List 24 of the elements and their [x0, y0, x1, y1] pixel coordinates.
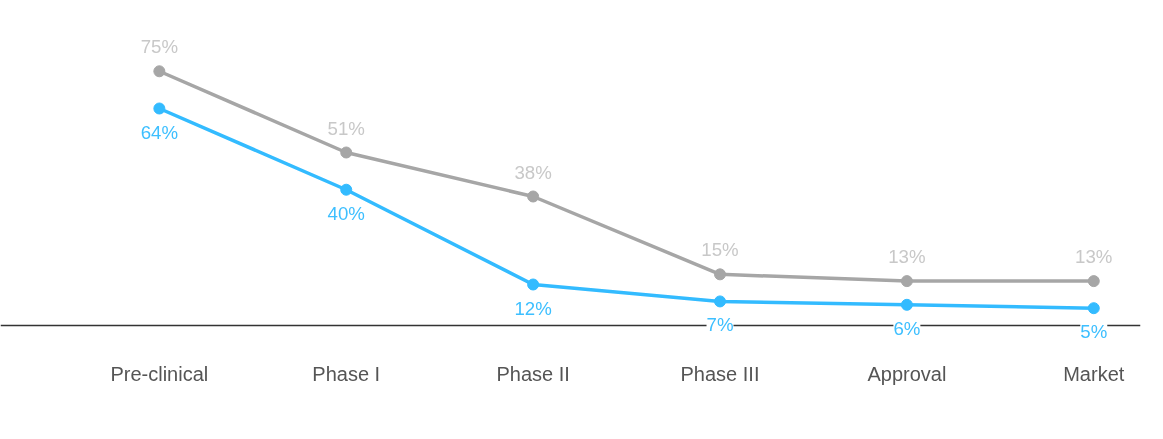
- point: [153, 102, 166, 115]
- data-label: 12%: [514, 297, 552, 319]
- point: [714, 268, 727, 281]
- data-label: 64%: [140, 121, 179, 143]
- x-tick-label: Pre-clinical: [110, 363, 209, 386]
- data-label: 7%: [706, 314, 734, 336]
- data-label: 40%: [327, 202, 365, 224]
- point: [1087, 302, 1100, 315]
- x-tick-label: Market: [1063, 363, 1125, 386]
- point: [153, 65, 166, 78]
- point: [527, 278, 540, 291]
- x-tick-label: Approval: [867, 363, 947, 386]
- point: [900, 298, 913, 311]
- x-tick-label: Phase II: [496, 363, 570, 386]
- point: [340, 183, 353, 196]
- point: [900, 275, 913, 288]
- data-label: 6%: [893, 317, 921, 339]
- data-label: 5%: [1080, 321, 1108, 343]
- point: [527, 190, 540, 203]
- x-tick-label: Phase III: [680, 363, 760, 386]
- point: [1087, 275, 1100, 288]
- point: [340, 146, 353, 159]
- point: [714, 295, 727, 308]
- x-tick-label: Phase I: [312, 363, 381, 386]
